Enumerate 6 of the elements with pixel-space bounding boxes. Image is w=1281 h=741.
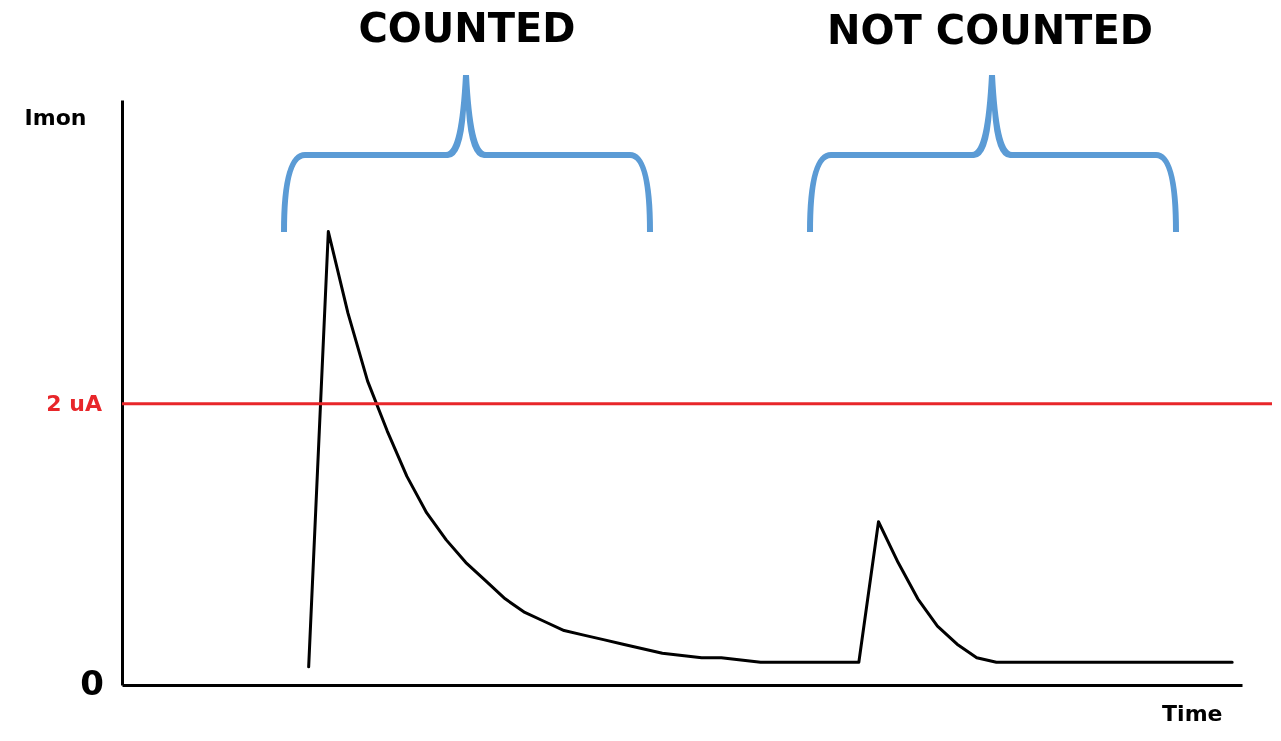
ref-line-label: 2 uA (46, 390, 102, 416)
x-axis-title: Time (1162, 700, 1223, 726)
text: 0 (80, 663, 104, 703)
text: NOT COUNTED (827, 7, 1153, 53)
y-axis-title: Imon (24, 104, 87, 130)
text: COUNTED (358, 5, 576, 51)
